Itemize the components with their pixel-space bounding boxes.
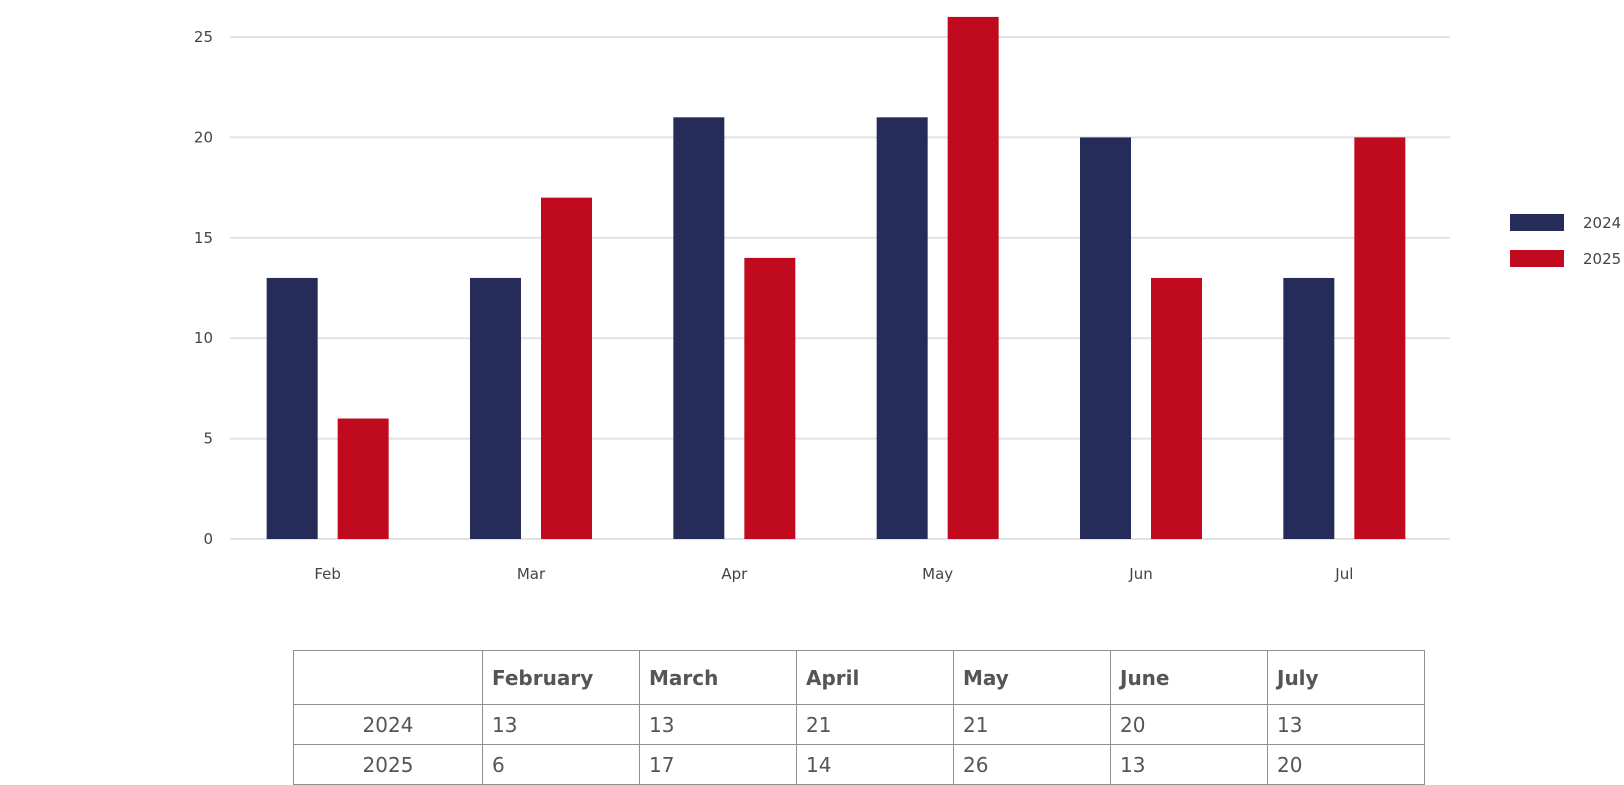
- data-table: February March April May June July 2024 …: [293, 650, 1425, 785]
- table-header-cell: March: [639, 650, 797, 705]
- bars: [266, 16, 1406, 540]
- table-cell: 13: [1110, 744, 1268, 785]
- table-header-cell: April: [796, 650, 954, 705]
- table-header-cell: May: [953, 650, 1111, 705]
- bar-2024-Apr: [673, 117, 725, 539]
- table-header-cell: [293, 650, 483, 705]
- bar-2024-Jun: [1080, 137, 1131, 539]
- table-row-label: 2024: [293, 704, 483, 745]
- y-tick-label: 5: [203, 430, 213, 448]
- x-tick-label: Jul: [1334, 565, 1353, 583]
- table-cell: 21: [953, 704, 1111, 745]
- table-cell: 17: [639, 744, 797, 785]
- bar-2025-Feb: [337, 418, 389, 539]
- table-cell: 20: [1267, 744, 1425, 785]
- bar-2025-May: [947, 16, 999, 540]
- legend-label: 2024: [1583, 214, 1621, 232]
- bar-2024-Jul: [1283, 277, 1335, 539]
- bar-2025-Jun: [1151, 277, 1202, 539]
- x-tick-label: Apr: [721, 565, 748, 583]
- legend-label: 2025: [1583, 250, 1621, 268]
- y-tick-label: 15: [194, 229, 213, 247]
- y-axis-ticks: 0 5 10 15 20 25: [194, 28, 213, 548]
- table-row: 2024 13 13 21 21 20 13: [293, 704, 1425, 745]
- x-axis-labels: Feb Mar Apr May Jun Jul: [314, 565, 1353, 583]
- y-tick-label: 25: [194, 28, 213, 46]
- table-cell: 13: [639, 704, 797, 745]
- x-tick-label: May: [922, 565, 953, 583]
- x-tick-label: Mar: [517, 565, 546, 583]
- table-header-cell: February: [482, 650, 640, 705]
- table-header-row: February March April May June July: [293, 650, 1425, 705]
- bar-2024-Mar: [470, 277, 521, 539]
- grid-lines: [230, 36, 1450, 540]
- x-tick-label: Feb: [314, 565, 341, 583]
- table-cell: 13: [1267, 704, 1425, 745]
- y-tick-label: 10: [194, 329, 213, 347]
- y-tick-label: 0: [203, 530, 213, 548]
- table-row-label: 2025: [293, 744, 483, 785]
- x-tick-label: Jun: [1128, 565, 1152, 583]
- legend-swatch: [1510, 214, 1564, 231]
- table-cell: 26: [953, 744, 1111, 785]
- table-header-cell: July: [1267, 650, 1425, 705]
- bar-2025-Mar: [541, 197, 592, 539]
- table-cell: 20: [1110, 704, 1268, 745]
- bar-2025-Apr: [744, 257, 796, 539]
- table-cell: 6: [482, 744, 640, 785]
- y-tick-label: 20: [194, 128, 213, 146]
- legend: 2024 2025: [1510, 214, 1621, 268]
- table-cell: 13: [482, 704, 640, 745]
- table-cell: 21: [796, 704, 954, 745]
- bar-2024-Feb: [266, 277, 318, 539]
- bar-2024-May: [876, 117, 928, 539]
- legend-swatch: [1510, 250, 1564, 267]
- table-row: 2025 6 17 14 26 13 20: [293, 744, 1425, 785]
- table-header-cell: June: [1110, 650, 1268, 705]
- table-cell: 14: [796, 744, 954, 785]
- bar-2025-Jul: [1354, 137, 1406, 539]
